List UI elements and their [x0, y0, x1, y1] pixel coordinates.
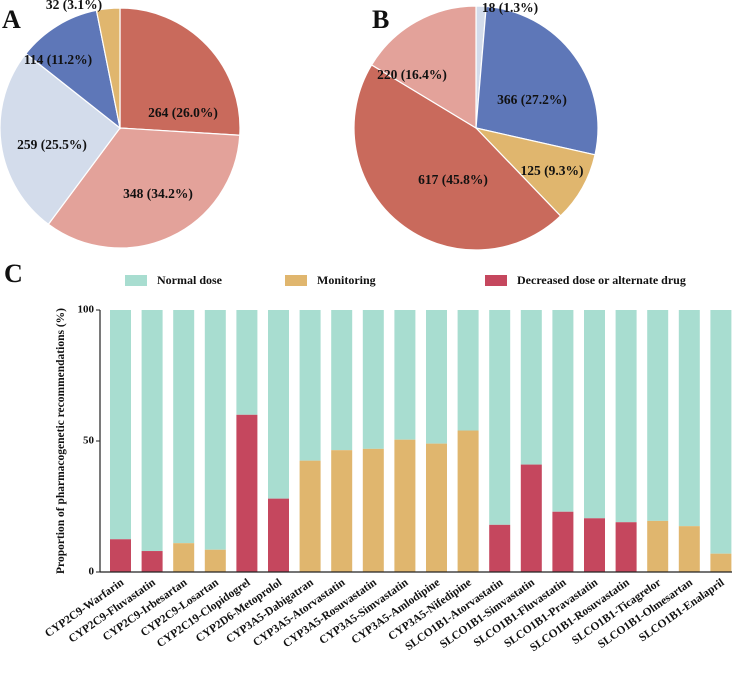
pie-slice [25, 9, 121, 130]
pie-slice-label: 366 (27.2%) [497, 92, 567, 107]
bar-decreased-dose [552, 511, 574, 572]
bar-normal-dose [710, 310, 732, 554]
bar-normal-dose [457, 310, 479, 431]
bar-decreased-dose [520, 464, 542, 572]
pie-slice-label: 220 (16.4%) [377, 67, 447, 82]
bar-monitoring [710, 553, 732, 572]
bar-normal-dose [141, 310, 163, 552]
bar-normal-dose [362, 310, 384, 449]
bar-monitoring [647, 520, 669, 572]
bar-monitoring [426, 443, 447, 572]
pie-slice-label: 18 (1.3%) [482, 0, 538, 15]
bar-monitoring [331, 450, 353, 572]
y-tick-label: 100 [78, 304, 95, 316]
pie-slice [475, 5, 599, 156]
bar-normal-dose [552, 310, 574, 512]
legend-swatch [485, 275, 507, 286]
bar-monitoring [204, 549, 226, 572]
bar-monitoring [299, 460, 321, 572]
y-axis-title: Proportion of pharmacogenetic recommenda… [55, 308, 67, 574]
legend-label: Monitoring [317, 273, 376, 287]
pie-slice-label: 264 (26.0%) [148, 105, 218, 120]
legend-swatch [285, 275, 307, 286]
bar-decreased-dose [236, 414, 258, 572]
bar-normal-dose [110, 310, 131, 540]
bar-normal-dose [584, 310, 605, 519]
panel-letter-c: C [4, 259, 23, 288]
panel-letter-b: B [372, 5, 389, 34]
bar-decreased-dose [489, 524, 511, 572]
bar-decreased-dose [268, 498, 289, 572]
bar-normal-dose [426, 310, 447, 444]
pie-slice-label: 32 (3.1%) [46, 0, 102, 12]
bar-chart-c: Normal dose Monitoring Decreased dose or a… [43, 273, 732, 654]
bar-normal-dose [520, 310, 542, 465]
bar-normal-dose [331, 310, 353, 451]
panel-letter-a: A [2, 5, 21, 34]
bar-decreased-dose [110, 539, 131, 572]
pie-slice [119, 7, 241, 136]
bar-normal-dose [489, 310, 511, 525]
bar-decreased-dose [615, 522, 637, 572]
bar-monitoring [362, 448, 384, 572]
bar-monitoring [457, 430, 479, 572]
pie-slice-label: 259 (25.5%) [17, 137, 87, 152]
legend-label: Normal dose [157, 273, 223, 287]
bar-normal-dose [678, 310, 700, 527]
pie-chart-b: 18 (1.3%) 366 (27.2%) 125 (9.3%) 617 (45.8%… [353, 0, 599, 251]
bar-decreased-dose [584, 518, 605, 572]
pie-slice [0, 52, 121, 226]
bar-normal-dose [173, 310, 195, 544]
pie-slice [370, 5, 477, 130]
y-tick-label: 50 [83, 435, 95, 447]
bar-monitoring [173, 543, 195, 572]
legend-label: Decreased dose or alternate drug [517, 273, 686, 287]
bar-monitoring [678, 526, 700, 572]
bar-normal-dose [615, 310, 637, 523]
pie-slice [353, 64, 562, 251]
bar-normal-dose [394, 310, 416, 440]
pie-slice-label: 114 (11.2%) [24, 52, 92, 67]
bar-normal-dose [236, 310, 258, 415]
pie-slice-label: 125 (9.3%) [521, 163, 584, 178]
pie-slice [95, 7, 121, 129]
pie-slice-label: 617 (45.8%) [418, 172, 488, 187]
bar-normal-dose [299, 310, 321, 461]
pie-slice-label: 348 (34.2%) [123, 186, 193, 201]
bar-normal-dose [268, 310, 289, 499]
legend-swatch [125, 275, 147, 286]
bar-monitoring [394, 439, 416, 572]
y-tick-label: 0 [89, 566, 95, 578]
bar-normal-dose [647, 310, 669, 521]
pie-chart-a: 264 (26.0%) 348 (34.2%) 259 (25.5%) 114 (11… [0, 0, 241, 249]
bar-decreased-dose [141, 551, 163, 572]
bar-normal-dose [204, 310, 226, 550]
pie-slice [47, 127, 241, 249]
